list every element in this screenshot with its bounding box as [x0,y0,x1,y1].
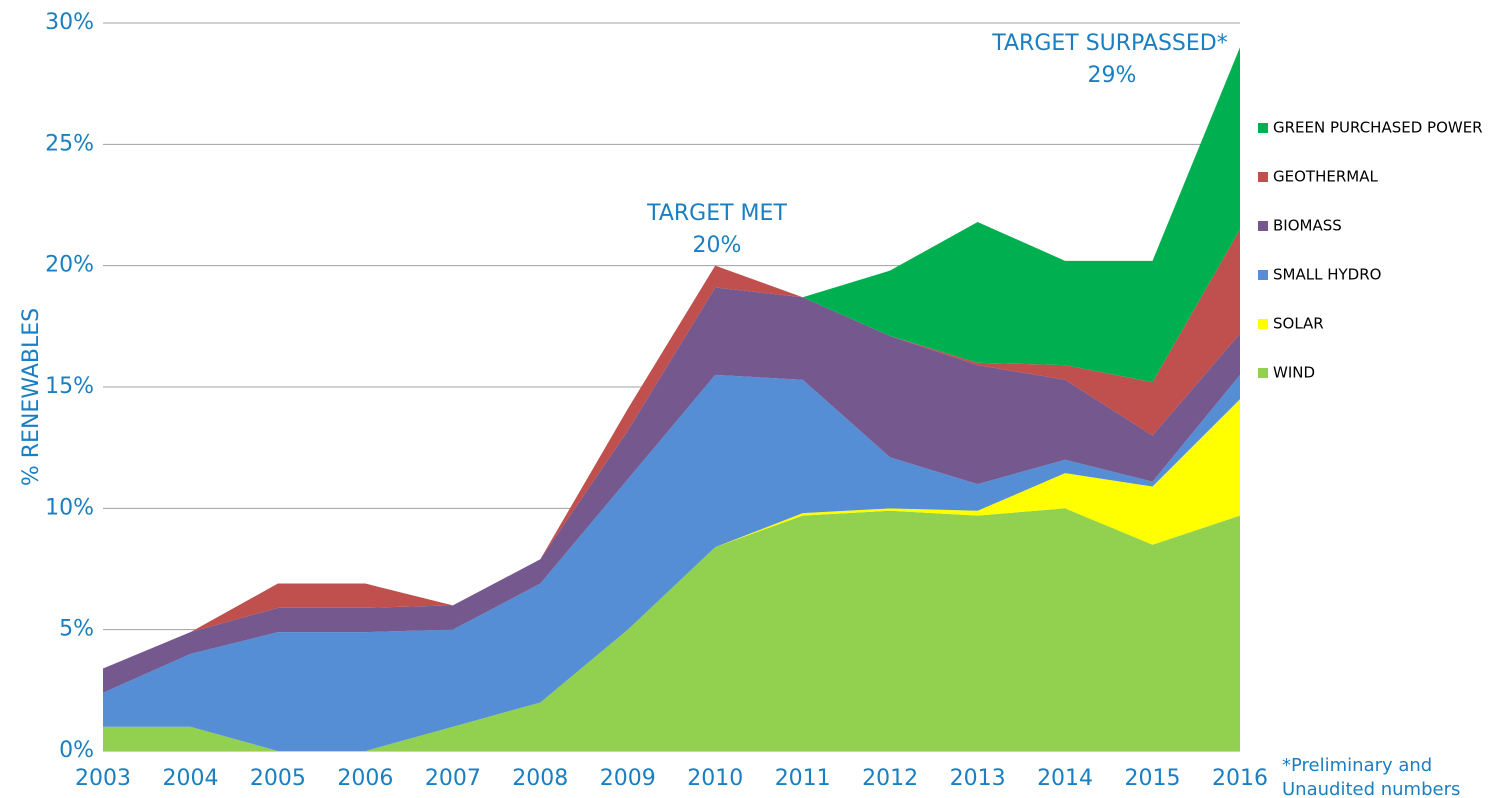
annotation: TARGET MET [646,201,787,226]
area [103,229,1240,669]
x-tick-label: 2004 [162,766,218,791]
legend-label: BIOMASS [1273,217,1342,235]
legend-label: SOLAR [1273,315,1324,333]
annotation: TARGET SURPASSED* [991,31,1227,56]
x-tick-label: 2012 [862,766,918,791]
x-tick-label: 2009 [600,766,656,791]
legend-label: WIND [1273,364,1315,382]
y-tick-label: 10% [45,495,94,520]
area [103,287,1240,693]
x-tick-label: 2006 [337,766,393,791]
y-tick-label: 25% [45,131,94,156]
annotation: 20% [693,233,742,258]
x-tick-label: 2007 [425,766,481,791]
y-tick-label: 5% [59,617,94,642]
legend-label: GEOTHERMAL [1273,168,1378,186]
x-tick-label: 2015 [1125,766,1181,791]
y-tick-label: 20% [45,253,94,278]
x-tick-label: 2011 [775,766,831,791]
y-axis-label: % RENEWABLES [19,308,44,486]
x-tick-label: 2005 [250,766,306,791]
area [103,374,1240,751]
y-tick-label: 15% [45,374,94,399]
x-tick-label: 2014 [1037,766,1093,791]
legend-swatch [1258,172,1268,182]
footnote: *Preliminary and [1282,755,1432,776]
area [103,47,1240,669]
y-tick-label: 30% [45,10,94,35]
x-tick-label: 2010 [687,766,743,791]
x-tick-label: 2003 [75,766,131,791]
legend-label: GREEN PURCHASED POWER [1273,119,1483,137]
x-tick-label: 2013 [950,766,1006,791]
legend-swatch [1258,368,1268,378]
annotation: 29% [1088,63,1137,88]
x-tick-label: 2016 [1212,766,1268,791]
legend-swatch [1258,123,1268,133]
legend-swatch [1258,319,1268,329]
legend-swatch [1258,221,1268,231]
y-tick-label: 0% [59,738,94,763]
legend-label: SMALL HYDRO [1273,266,1381,284]
x-tick-label: 2008 [512,766,568,791]
area [103,508,1240,751]
footnote: Unaudited numbers [1282,779,1460,798]
legend-swatch [1258,270,1268,280]
